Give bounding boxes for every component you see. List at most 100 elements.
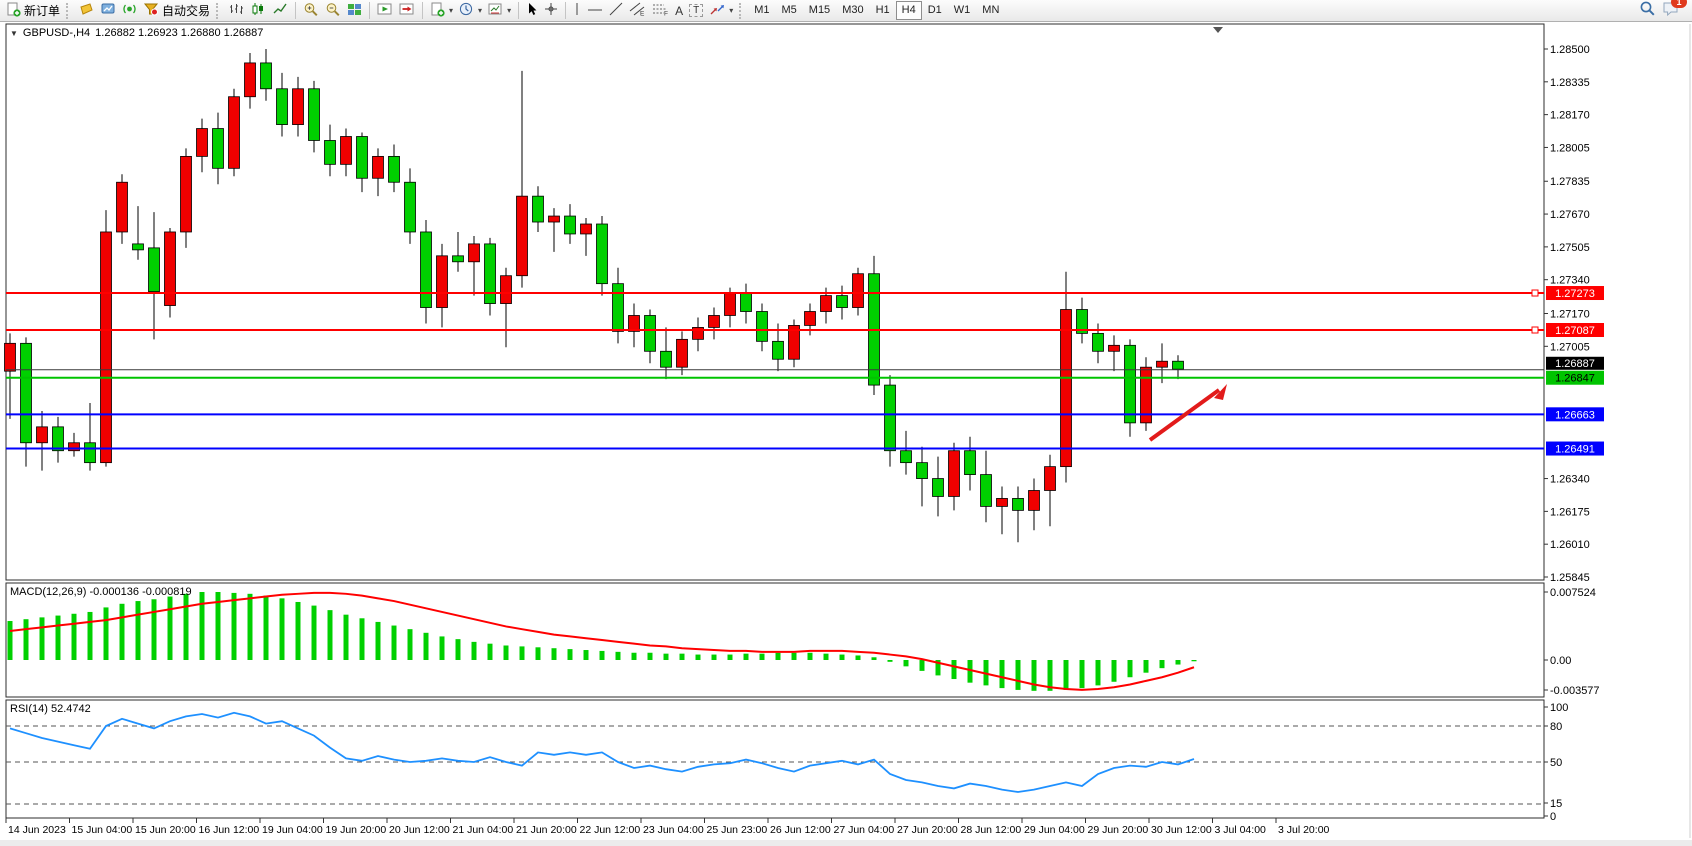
candle[interactable]	[52, 426, 64, 452]
candle[interactable]	[4, 342, 16, 372]
candle[interactable]	[308, 88, 320, 141]
candle[interactable]	[404, 181, 416, 233]
candle[interactable]	[1028, 490, 1040, 511]
zoom-out-button[interactable]	[322, 1, 344, 21]
candle[interactable]	[484, 243, 496, 304]
candle[interactable]	[852, 273, 864, 308]
candle[interactable]	[804, 311, 816, 326]
text-label-tool-button[interactable]: T	[686, 1, 706, 21]
annotation-arrow-head[interactable]	[1214, 384, 1227, 400]
candle[interactable]	[676, 338, 688, 368]
candle[interactable]	[388, 155, 400, 183]
candle[interactable]	[1124, 344, 1136, 424]
periods-menu-button[interactable]: ▾	[456, 1, 485, 21]
candle[interactable]	[68, 442, 80, 452]
line-chart-mode-button[interactable]	[269, 1, 291, 21]
chart-shift-button[interactable]	[396, 1, 418, 21]
candle[interactable]	[660, 350, 672, 368]
horizontal-line-tool-button[interactable]	[584, 1, 606, 21]
candle[interactable]	[1140, 366, 1152, 424]
candle[interactable]	[84, 442, 96, 464]
candle[interactable]	[932, 478, 944, 497]
candle[interactable]	[612, 283, 624, 332]
candle[interactable]	[164, 231, 176, 306]
candle[interactable]	[324, 140, 336, 165]
candle[interactable]	[212, 128, 224, 169]
candle[interactable]	[132, 243, 144, 251]
text-tool-button[interactable]: A	[672, 1, 686, 21]
timeframe-m30-button[interactable]: M30	[842, 4, 864, 16]
candle[interactable]	[100, 231, 112, 464]
annotation-arrow-shaft[interactable]	[1148, 388, 1221, 442]
candle[interactable]	[1156, 360, 1168, 368]
candle[interactable]	[340, 136, 352, 165]
candle[interactable]	[772, 340, 784, 360]
zoom-in-button[interactable]	[300, 1, 322, 21]
candle[interactable]	[36, 426, 48, 444]
candle[interactable]	[708, 315, 720, 328]
candle[interactable]	[1172, 360, 1184, 370]
tile-windows-button[interactable]	[344, 1, 365, 21]
candle[interactable]	[1060, 309, 1072, 468]
timeframe-d1-button[interactable]: D1	[927, 4, 942, 16]
candle[interactable]	[356, 136, 368, 179]
timeframe-w1-button[interactable]: W1	[953, 4, 971, 16]
candle[interactable]	[948, 450, 960, 497]
chat-button[interactable]: 1	[1662, 0, 1687, 22]
candle[interactable]	[820, 295, 832, 312]
cursor-tool-button[interactable]	[523, 1, 541, 21]
timeframe-h4-button[interactable]: H4	[895, 1, 922, 20]
candle[interactable]	[244, 62, 256, 98]
templates-menu-button[interactable]: ▾	[485, 1, 514, 21]
candle[interactable]	[276, 88, 288, 125]
search-icon[interactable]	[1639, 0, 1656, 22]
candle[interactable]	[500, 275, 512, 304]
bar-chart-mode-button[interactable]	[225, 1, 247, 21]
candle[interactable]	[628, 315, 640, 332]
candle[interactable]	[548, 215, 560, 223]
candle[interactable]	[20, 342, 32, 444]
candle[interactable]	[292, 88, 304, 125]
candle[interactable]	[436, 255, 448, 308]
candle[interactable]	[372, 155, 384, 179]
timeframe-m1-button[interactable]: M1	[754, 4, 770, 16]
candle[interactable]	[228, 96, 240, 169]
candle[interactable]	[420, 231, 432, 308]
symbol-dropdown-icon[interactable]: ▼	[10, 28, 18, 38]
channel-tool-button[interactable]: E	[626, 1, 649, 21]
candle[interactable]	[1044, 466, 1056, 491]
gold-bar-button[interactable]	[75, 1, 97, 21]
timeframe-m15-button[interactable]: M15	[808, 4, 831, 16]
candle[interactable]	[452, 255, 464, 263]
candle[interactable]	[468, 243, 480, 263]
candle[interactable]	[1092, 332, 1104, 352]
arrows-tool-button[interactable]: ▾	[706, 1, 736, 21]
candle[interactable]	[644, 315, 656, 352]
auto-scroll-button[interactable]	[374, 1, 396, 21]
candlestick-mode-button[interactable]	[247, 1, 269, 21]
candle[interactable]	[724, 293, 736, 316]
candle[interactable]	[692, 327, 704, 340]
line-handle[interactable]	[1531, 289, 1539, 297]
data-window-button[interactable]	[97, 1, 119, 21]
candle[interactable]	[196, 128, 208, 157]
candle[interactable]	[964, 450, 976, 475]
crosshair-tool-button[interactable]	[541, 1, 561, 21]
candle[interactable]	[996, 498, 1008, 507]
candle[interactable]	[1076, 309, 1088, 334]
candle[interactable]	[564, 215, 576, 235]
candle[interactable]	[980, 474, 992, 507]
candle[interactable]	[180, 155, 192, 233]
candle[interactable]	[1012, 498, 1024, 511]
new-order-button[interactable]: 新订单	[3, 1, 63, 21]
candle[interactable]	[1108, 344, 1120, 352]
candle[interactable]	[788, 325, 800, 360]
timeframe-h1-button[interactable]: H1	[875, 4, 890, 16]
signals-button[interactable]	[119, 1, 140, 21]
candle[interactable]	[580, 223, 592, 235]
line-handle[interactable]	[1531, 326, 1539, 334]
candle[interactable]	[596, 223, 608, 285]
candle[interactable]	[836, 295, 848, 308]
fibonacci-tool-button[interactable]: F	[649, 1, 672, 21]
candle[interactable]	[756, 311, 768, 342]
